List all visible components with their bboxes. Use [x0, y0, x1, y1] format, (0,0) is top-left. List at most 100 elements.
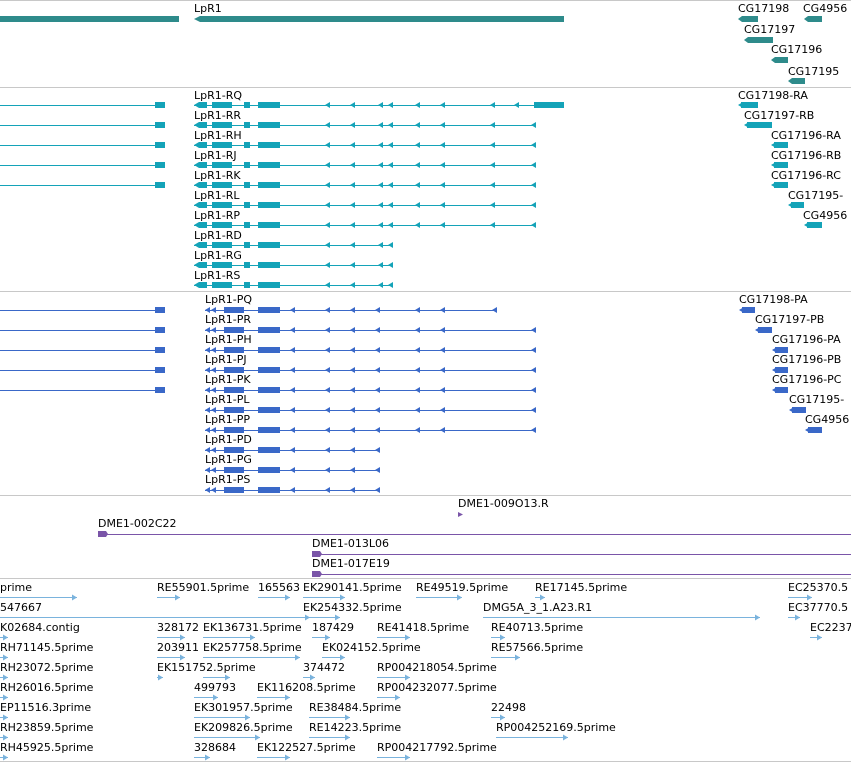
gene-feature-cg17196[interactable]: [771, 57, 788, 63]
gene-feature-cg17197[interactable]: [744, 37, 773, 43]
transcript-label[interactable]: LpR1-RP: [194, 209, 240, 222]
est-label[interactable]: 22498: [491, 701, 526, 714]
est-label[interactable]: RH71145.5prime: [0, 641, 94, 654]
est-label[interactable]: EK290141.5prime: [303, 581, 402, 594]
gene-label-cg17198[interactable]: CG17198: [738, 2, 789, 15]
est-label[interactable]: 547667: [0, 601, 42, 614]
gene-feature-cg17195[interactable]: [788, 78, 805, 84]
gene-feature-cg4956[interactable]: [804, 16, 822, 22]
transcript-label[interactable]: LpR1-RK: [194, 169, 241, 182]
protein-label[interactable]: LpR1-PP: [205, 413, 250, 426]
protein-label[interactable]: LpR1-PS: [205, 473, 250, 486]
clone-feature[interactable]: [98, 531, 108, 537]
est-label[interactable]: RE17145.5prime: [535, 581, 627, 594]
est-label[interactable]: RE38484.5prime: [309, 701, 401, 714]
protein-label[interactable]: LpR1-PK: [205, 373, 251, 386]
est-label[interactable]: RE55901.5prime: [157, 581, 249, 594]
transcript-label[interactable]: LpR1-RS: [194, 269, 240, 282]
est-label[interactable]: EK136731.5prime: [203, 621, 302, 634]
est-label[interactable]: 328172: [157, 621, 199, 634]
gene-label-cg17196[interactable]: CG17196: [771, 43, 822, 56]
est-label[interactable]: 328684: [194, 741, 236, 754]
protein-label[interactable]: CG17198-PA: [739, 293, 808, 306]
clone-label[interactable]: DME1-002C22: [98, 517, 177, 530]
est-label[interactable]: RE41418.5prime: [377, 621, 469, 634]
est-label[interactable]: EP11516.3prime: [0, 701, 91, 714]
est-label[interactable]: EK116208.5prime: [257, 681, 356, 694]
est-label[interactable]: EK301957.5prime: [194, 701, 293, 714]
gene-feature-lpr1[interactable]: [194, 16, 564, 22]
protein-label[interactable]: LpR1-PL: [205, 393, 250, 406]
est-label[interactable]: 499793: [194, 681, 236, 694]
transcript-label[interactable]: LpR1-RH: [194, 129, 242, 142]
est-label[interactable]: K02684.contig: [0, 621, 80, 634]
transcript-label[interactable]: LpR1-RG: [194, 249, 242, 262]
est-label[interactable]: RE14223.5prime: [309, 721, 401, 734]
clone-feature[interactable]: [458, 512, 463, 517]
transcript-label[interactable]: CG17196-RC: [771, 169, 841, 182]
transcript-label[interactable]: CG4956: [803, 209, 847, 222]
est-label[interactable]: 203911: [157, 641, 199, 654]
protein-label[interactable]: LpR1-PD: [205, 433, 252, 446]
clone-feature[interactable]: [312, 571, 322, 577]
est-label[interactable]: EK024152.5prime: [322, 641, 421, 654]
transcript-label[interactable]: LpR1-RD: [194, 229, 242, 242]
gene-label-cg17195[interactable]: CG17195: [788, 65, 839, 78]
transcript-label[interactable]: LpR1-RR: [194, 109, 241, 122]
est-label[interactable]: RP004218054.5prime: [377, 661, 497, 674]
protein-label[interactable]: LpR1-PH: [205, 333, 252, 346]
clone-label[interactable]: DME1-009O13.R: [458, 497, 549, 510]
est-label[interactable]: RP004232077.5prime: [377, 681, 497, 694]
est-label[interactable]: prime: [0, 581, 32, 594]
est-label[interactable]: EC37770.5: [788, 601, 848, 614]
protein-label[interactable]: CG17196-PA: [772, 333, 841, 346]
est-label[interactable]: EK122527.5prime: [257, 741, 356, 754]
transcript-label[interactable]: CG17195-: [788, 189, 843, 202]
est-label[interactable]: EK209826.5prime: [194, 721, 293, 734]
protein-label[interactable]: CG17197-PB: [755, 313, 824, 326]
protein-label[interactable]: CG17196-PB: [772, 353, 841, 366]
gene-label-lpr1[interactable]: LpR1: [194, 2, 222, 15]
est-label[interactable]: RH23859.5prime: [0, 721, 94, 734]
protein-label[interactable]: CG4956: [805, 413, 849, 426]
est-label[interactable]: RP004252169.5prime: [496, 721, 616, 734]
est-label[interactable]: 187429: [312, 621, 354, 634]
protein-label[interactable]: CG17196-PC: [772, 373, 842, 386]
gene-label-cg4956[interactable]: CG4956: [803, 2, 847, 15]
est-label[interactable]: EK257758.5prime: [203, 641, 302, 654]
est-label[interactable]: 165563: [258, 581, 300, 594]
clone-label[interactable]: DME1-017E19: [312, 557, 390, 570]
est-label[interactable]: 374472: [303, 661, 345, 674]
transcript-label[interactable]: CG17196-RB: [771, 149, 841, 162]
est-label[interactable]: EK254332.5prime: [303, 601, 402, 614]
est-label[interactable]: RP004217792.5prime: [377, 741, 497, 754]
protein-label[interactable]: LpR1-PR: [205, 313, 251, 326]
est-label[interactable]: EC2237: [810, 621, 851, 634]
strand-arrow: [805, 427, 810, 433]
gene-feature-cg17198[interactable]: [738, 16, 758, 22]
transcript-label[interactable]: LpR1-RJ: [194, 149, 237, 162]
protein-label[interactable]: LpR1-PQ: [205, 293, 252, 306]
est-label[interactable]: DMG5A_3_1.A23.R1: [483, 601, 592, 614]
clone-label[interactable]: DME1-013L06: [312, 537, 389, 550]
est-label[interactable]: RH45925.5prime: [0, 741, 94, 754]
clone-feature[interactable]: [312, 551, 322, 557]
transcript-label[interactable]: CG17197-RB: [744, 109, 814, 122]
protein-label[interactable]: LpR1-PG: [205, 453, 252, 466]
protein-label[interactable]: CG17195-: [789, 393, 844, 406]
est-label[interactable]: EK151752.5prime: [157, 661, 256, 674]
est-label[interactable]: EC25370.5: [788, 581, 848, 594]
protein-label[interactable]: LpR1-PJ: [205, 353, 247, 366]
est-label[interactable]: RE57566.5prime: [491, 641, 583, 654]
est-label[interactable]: RH26016.5prime: [0, 681, 94, 694]
transcript-label[interactable]: LpR1-RQ: [194, 89, 242, 102]
transcript-label[interactable]: LpR1-RL: [194, 189, 240, 202]
est-label[interactable]: RH23072.5prime: [0, 661, 94, 674]
transcript-label[interactable]: CG17198-RA: [738, 89, 808, 102]
est-label[interactable]: RE49519.5prime: [416, 581, 508, 594]
gene-feature[interactable]: [0, 16, 179, 22]
gene-label-cg17197[interactable]: CG17197: [744, 23, 795, 36]
est-label[interactable]: RE40713.5prime: [491, 621, 583, 634]
transcript-label[interactable]: CG17196-RA: [771, 129, 841, 142]
strand-arrow: [457, 594, 462, 601]
